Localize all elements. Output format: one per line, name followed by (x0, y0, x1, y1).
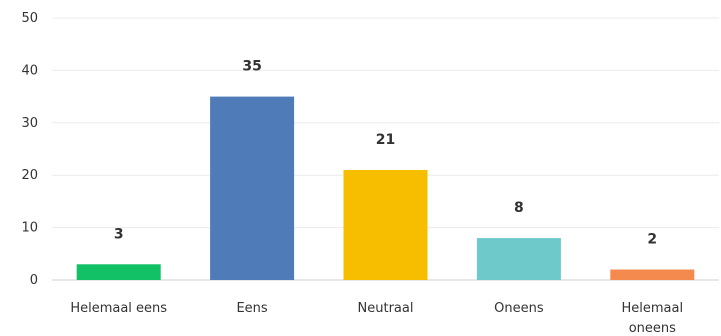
bars (76, 96, 695, 280)
y-tick-label: 50 (21, 11, 38, 26)
x-tick-label: Neutraal (358, 301, 414, 316)
y-tick-label: 10 (21, 221, 38, 236)
y-tick-label: 30 (21, 116, 38, 131)
x-tick-label: Eens (236, 301, 267, 316)
y-tick-label: 0 (30, 273, 38, 288)
bar (210, 96, 295, 280)
data-labels: 3 35 21 8 2 (114, 59, 657, 248)
x-tick-label: Oneens (494, 301, 544, 316)
data-label: 2 (647, 232, 657, 248)
y-axis: 0 10 20 30 40 50 (21, 11, 38, 288)
bar (476, 238, 561, 280)
x-tick-label: oneens (629, 321, 676, 336)
bar (76, 264, 161, 280)
bar (610, 269, 695, 280)
x-tick-label: Helemaal eens (70, 301, 167, 316)
x-axis: Helemaal eens Eens Neutraal Oneens Helemaal o… (70, 301, 683, 336)
data-label: 35 (242, 59, 261, 75)
y-tick-label: 20 (21, 168, 38, 183)
data-label: 3 (114, 226, 124, 242)
data-label: 8 (514, 200, 524, 216)
data-label: 21 (376, 132, 395, 148)
bar (343, 169, 428, 280)
x-tick-label: Helemaal (622, 301, 684, 316)
y-tick-label: 40 (21, 63, 38, 78)
